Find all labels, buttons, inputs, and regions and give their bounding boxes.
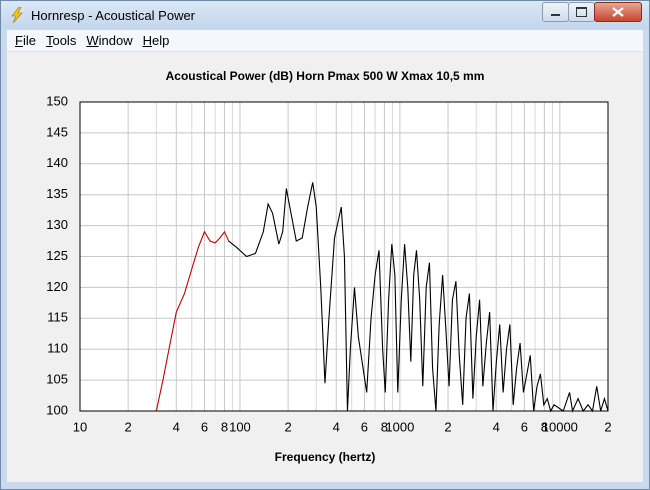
x-tick-label: 4 <box>333 419 340 434</box>
minimize-button[interactable] <box>542 2 569 22</box>
menu-item[interactable]: Tools <box>45 33 77 48</box>
x-tick-label: 4 <box>493 419 500 434</box>
y-tick-label: 100 <box>46 402 68 417</box>
client-area: Acoustical Power (dB) Horn Pmax 500 W Xm… <box>7 52 643 482</box>
y-tick-label: 145 <box>46 124 68 139</box>
window-title: Hornresp - Acoustical Power <box>31 8 196 23</box>
x-tick-label: 8 <box>381 419 388 434</box>
app-icon <box>11 7 23 23</box>
maximize-button[interactable] <box>568 2 595 22</box>
x-tick-label: 4 <box>173 419 180 434</box>
y-tick-label: 105 <box>46 372 68 387</box>
menu-item[interactable]: Help <box>142 33 170 48</box>
x-tick-label: 6 <box>361 419 368 434</box>
menu-bar: File Tools Window Help <box>7 30 643 52</box>
plot-border <box>79 101 609 412</box>
x-tick-label: 8 <box>541 419 548 434</box>
y-tick-label: 130 <box>46 217 68 232</box>
x-tick-label: 2 <box>444 419 451 434</box>
chart: Acoustical Power (dB) Horn Pmax 500 W Xm… <box>46 69 611 464</box>
data-line <box>228 182 609 413</box>
y-tick-label: 135 <box>46 186 68 201</box>
menu-item[interactable]: File <box>15 33 36 48</box>
x-tick-label: 100 <box>229 419 251 434</box>
data-line <box>155 230 230 412</box>
close-button[interactable] <box>594 2 642 22</box>
x-tick-label: 6 <box>201 419 208 434</box>
x-axis-label: Frequency (hertz) <box>275 450 376 464</box>
x-tick-label: 10000 <box>542 419 578 434</box>
y-tick-label: 110 <box>47 341 68 356</box>
y-tick-label: 120 <box>46 279 68 294</box>
x-tick-label: 2 <box>125 419 132 434</box>
x-tick-label: 6 <box>521 419 528 434</box>
x-tick-label: 1000 <box>385 419 414 434</box>
y-tick-label: 150 <box>46 93 68 108</box>
chart-title: Acoustical Power (dB) Horn Pmax 500 W Xm… <box>166 69 485 83</box>
y-tick-label: 115 <box>47 310 68 325</box>
x-tick-label: 2 <box>284 419 291 434</box>
y-tick-label: 140 <box>46 155 68 170</box>
title-bar: Hornresp - Acoustical Power <box>1 1 649 29</box>
x-tick-label: 10 <box>73 419 87 434</box>
x-tick-label: 2 <box>604 419 611 434</box>
x-tick-label: 8 <box>221 419 228 434</box>
menu-item[interactable]: Window <box>86 33 133 48</box>
y-tick-label: 125 <box>46 248 68 263</box>
